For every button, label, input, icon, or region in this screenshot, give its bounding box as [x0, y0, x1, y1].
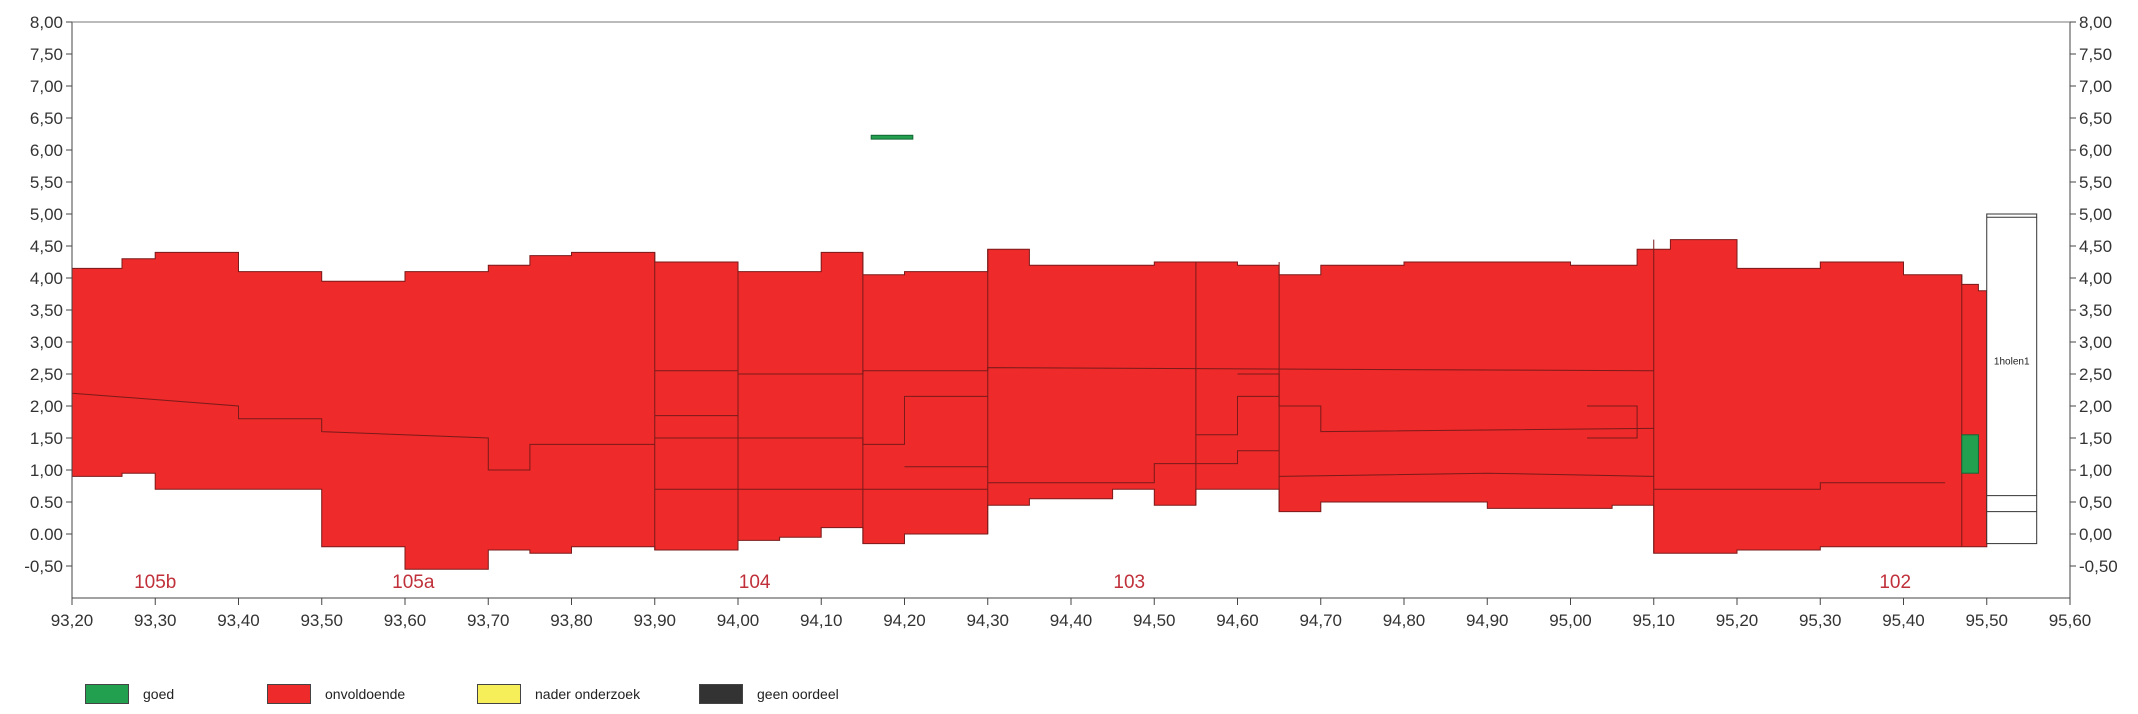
profile-box-label: 1holen1	[1994, 356, 2030, 367]
y-tick-label-right: 4,00	[2079, 269, 2112, 288]
section-label: 105b	[134, 572, 176, 593]
y-tick-label-left: 7,00	[30, 77, 63, 96]
x-tick-label: 93,60	[384, 611, 427, 630]
y-tick-label-right: 8,00	[2079, 13, 2112, 32]
axes: -0,50 -0,50 0.00 0,00 0.50 0,50 1,00 1,00 1,50 1,…	[24, 13, 2118, 630]
x-tick-label: 95,00	[1549, 611, 1592, 630]
y-tick-label-left: 5,00	[30, 205, 63, 224]
y-tick-label-left: 3,50	[30, 301, 63, 320]
y-tick-label-right: 0,00	[2079, 525, 2112, 544]
x-tick-label: 94,60	[1216, 611, 1259, 630]
layer-line-7	[1195, 395, 1280, 436]
y-tick-label-left: 0.00	[30, 525, 63, 544]
layer-line-0	[71, 392, 655, 471]
layer-line-10	[1587, 405, 1638, 439]
layer-line-6	[987, 450, 1280, 484]
y-tick-label-left: 2,00	[30, 397, 63, 416]
y-tick-label-left: 6,00	[30, 141, 63, 160]
legend-swatch-onvoldoende	[267, 684, 311, 704]
y-tick-label-right: 1,00	[2079, 461, 2112, 480]
section-label: 105a	[392, 572, 435, 593]
y-tick-label-right: 6,00	[2079, 141, 2112, 160]
y-tick-label-right: 5,00	[2079, 205, 2112, 224]
chart: 1holen1 -0,50 -0,50 0.00 0,00 0.50 0,50 1,00 1,…	[24, 13, 2118, 630]
y-tick-label-right: 2,00	[2079, 397, 2112, 416]
y-tick-label-right: 3,00	[2079, 333, 2112, 352]
legend-item-geen-oordeel: geen oordeel	[699, 684, 899, 704]
x-tick-label: 93,70	[467, 611, 510, 630]
layer-line-9	[1279, 472, 1654, 477]
x-tick-label: 94,50	[1133, 611, 1176, 630]
y-tick-label-right: 7,50	[2079, 45, 2112, 64]
x-tick-label: 95,50	[1965, 611, 2008, 630]
y-tick-label-left: 5,50	[30, 173, 63, 192]
x-tick-label: 93,50	[300, 611, 343, 630]
x-tick-label: 95,10	[1632, 611, 1675, 630]
x-tick-label: 94,10	[800, 611, 843, 630]
legend-item-goed: goed	[85, 684, 245, 704]
x-tick-label: 94,00	[717, 611, 760, 630]
x-tick-label: 93,30	[134, 611, 177, 630]
legend-swatch-goed	[85, 684, 129, 704]
x-tick-label: 95,60	[2049, 611, 2092, 630]
y-tick-label-right: 0,50	[2079, 493, 2112, 512]
y-tick-label-left: 6,50	[30, 109, 63, 128]
legend: goed onvoldoende nader onderzoek geen oo…	[85, 684, 921, 704]
x-tick-label: 94,90	[1466, 611, 1509, 630]
y-tick-label-right: 3,50	[2079, 301, 2112, 320]
y-tick-label-right: 1,50	[2079, 429, 2112, 448]
y-tick-label-right: 4,50	[2079, 237, 2112, 256]
y-tick-label-left: 4,00	[30, 269, 63, 288]
layer-line-11	[1653, 482, 1946, 490]
y-tick-label-left: 4,50	[30, 237, 63, 256]
x-tick-label: 94,40	[1050, 611, 1093, 630]
y-tick-label-left: 8,00	[30, 13, 63, 32]
layer-line-8	[1237, 373, 1654, 433]
legend-label-nader-onderzoek: nader onderzoek	[535, 686, 641, 702]
x-tick-label: 95,30	[1799, 611, 1842, 630]
y-tick-label-left: 2,50	[30, 365, 63, 384]
x-tick-label: 94,70	[1299, 611, 1342, 630]
y-tick-label-left: -0,50	[24, 557, 63, 576]
onvoldoende-area	[71, 239, 1988, 570]
layer-line-1	[654, 367, 1654, 375]
y-tick-label-left: 1,50	[30, 429, 63, 448]
y-tick-label-left: 7,50	[30, 45, 63, 64]
y-tick-label-left: 3,00	[30, 333, 63, 352]
legend-label-goed: goed	[143, 686, 175, 702]
x-tick-label: 93,40	[217, 611, 260, 630]
x-tick-label: 95,20	[1716, 611, 1759, 630]
legend-label-geen-oordeel: geen oordeel	[757, 686, 839, 702]
x-tick-label: 93,20	[51, 611, 94, 630]
y-tick-label-right: 6,50	[2079, 109, 2112, 128]
section-label: 102	[1879, 572, 1911, 593]
goed-segment-1	[1961, 434, 1979, 474]
legend-swatch-nader-onderzoek	[477, 684, 521, 704]
plot-area: 1holen1	[71, 134, 2038, 570]
x-tick-label: 94,80	[1383, 611, 1426, 630]
x-tick-label: 94,20	[883, 611, 926, 630]
y-tick-label-left: 1,00	[30, 461, 63, 480]
legend-item-nader-onderzoek: nader onderzoek	[477, 684, 677, 704]
section-label: 103	[1113, 572, 1145, 593]
section-label: 104	[739, 572, 771, 593]
y-tick-label-right: 2,50	[2079, 365, 2112, 384]
profile-box	[1986, 213, 2038, 545]
legend-item-onvoldoende: onvoldoende	[267, 684, 455, 704]
y-tick-label-left: 0.50	[30, 493, 63, 512]
legend-label-onvoldoende: onvoldoende	[325, 686, 406, 702]
y-tick-label-right: 7,00	[2079, 77, 2112, 96]
y-tick-label-right: 5,50	[2079, 173, 2112, 192]
x-tick-label: 93,90	[633, 611, 676, 630]
x-tick-label: 93,80	[550, 611, 593, 630]
layer-line-3	[654, 395, 988, 445]
legend-swatch-geen-oordeel	[699, 684, 743, 704]
y-tick-label-right: -0,50	[2079, 557, 2118, 576]
goed-segment-0	[870, 134, 914, 140]
x-tick-label: 95,40	[1882, 611, 1925, 630]
x-tick-label: 94,30	[966, 611, 1009, 630]
